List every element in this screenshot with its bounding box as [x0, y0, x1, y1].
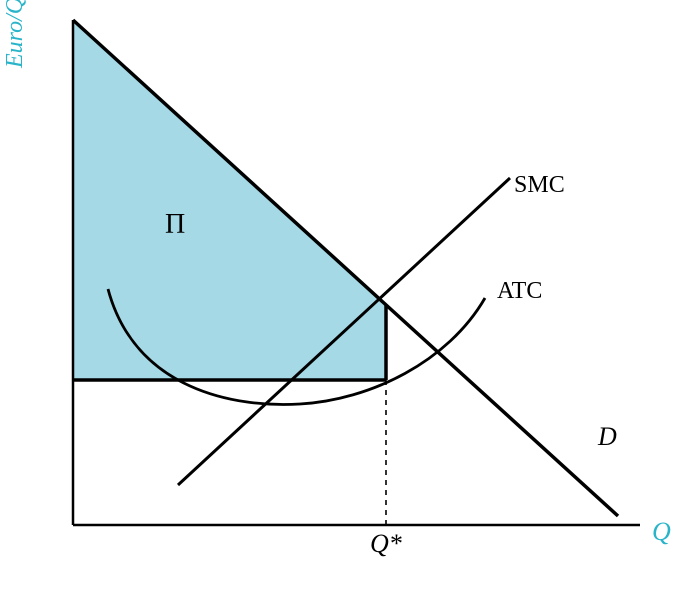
atc-label: ATC	[497, 278, 542, 304]
y-axis-label: Euro/Q	[2, 0, 28, 69]
demand-label: D	[597, 422, 617, 451]
x-axis-label: Q	[652, 517, 671, 546]
econ-chart-container: Euro/Q Q Π SMC ATC D Q*	[0, 0, 678, 599]
econ-chart-svg: Euro/Q Q Π SMC ATC D Q*	[0, 0, 678, 599]
qstar-label: Q*	[370, 529, 402, 558]
smc-label: SMC	[514, 172, 565, 198]
pi-label: Π	[165, 209, 185, 240]
